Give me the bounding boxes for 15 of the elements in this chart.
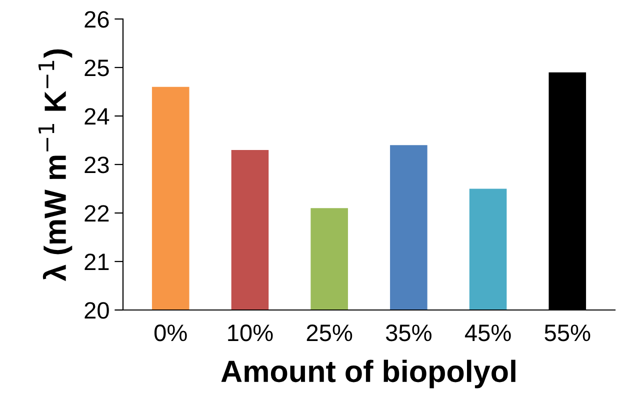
y-tick-label: 20 — [84, 302, 109, 319]
y-tick-label: 23 — [84, 156, 109, 174]
x-tick-label: 10% — [228, 324, 273, 342]
y-tick-label: 21 — [84, 254, 109, 270]
y-tick-label: 22 — [84, 205, 109, 222]
x-tick-label: 35% — [386, 324, 432, 342]
x-tick-label: 25% — [306, 324, 352, 342]
y-tick-label: 24 — [84, 108, 110, 125]
x-tick-label: 55% — [544, 324, 590, 342]
x-tick-label: 0% — [154, 324, 187, 342]
y-tick-label: 25 — [84, 60, 109, 76]
y-axis-title: λ (mW m$^{−1}$ K$^{−1}$) — [38, 49, 72, 282]
y-tick-label: 26 — [84, 11, 109, 28]
x-axis-title: Amount of biopolyol — [221, 360, 516, 388]
x-tick-label: 45% — [464, 324, 511, 342]
